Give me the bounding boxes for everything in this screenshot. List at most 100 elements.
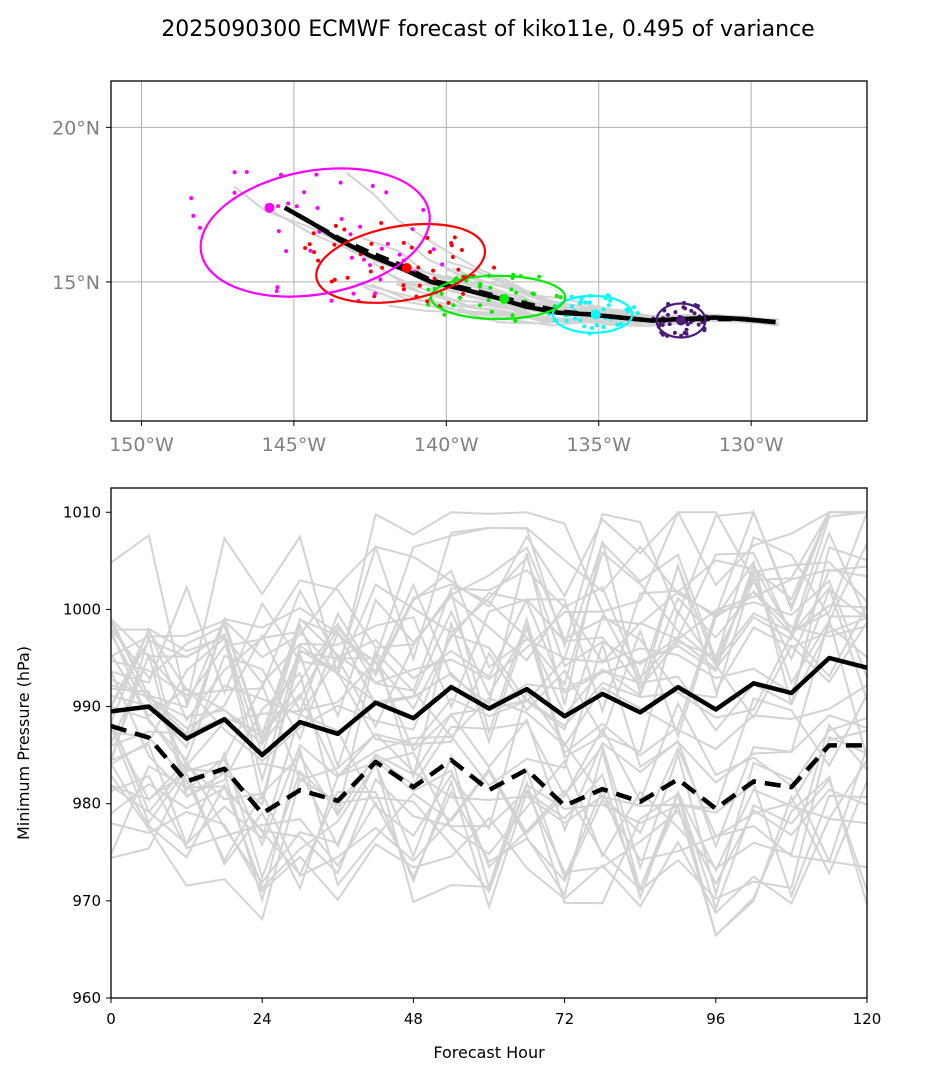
- mean-position-marker: [264, 202, 275, 213]
- ensemble-position-dot: [509, 287, 514, 292]
- mean-track-solid: [283, 205, 776, 325]
- map-tick-label-lon: 150°W: [109, 434, 174, 456]
- x-tick-label: 48: [404, 1010, 423, 1028]
- ensemble-position-dot: [275, 285, 280, 290]
- ensemble-pressure-line: [111, 510, 867, 659]
- ensemble-pressure-line: [111, 774, 867, 883]
- ensemble-position-dot: [379, 246, 384, 251]
- ensemble-position-dot: [409, 245, 414, 250]
- x-axis-label: Forecast Hour: [433, 1043, 545, 1062]
- ensemble-position-dot: [316, 258, 321, 263]
- ensemble-position-dot: [338, 180, 343, 185]
- ensemble-position-dot: [446, 300, 451, 305]
- x-tick-label: 96: [706, 1010, 725, 1028]
- ensemble-position-dot: [232, 170, 237, 175]
- ensemble-position-dot: [401, 240, 406, 245]
- map-tick-label-lon: 145°W: [262, 434, 327, 456]
- ensemble-position-dot: [530, 291, 535, 296]
- pressure-ticks: 0 24 48 72 96 120 960 970 980 990 1000 1010: [63, 503, 882, 1028]
- ensemble-position-dot: [426, 302, 431, 307]
- ensemble-position-dot: [461, 291, 465, 296]
- ensemble-position-dot: [624, 307, 629, 312]
- map-tick-label-lon: 130°W: [719, 434, 784, 456]
- uncertainty-ellipse: [199, 167, 431, 298]
- ensemble-position-dot: [450, 255, 455, 259]
- ensemble-pressure-line: [111, 774, 867, 938]
- ensemble-position-dot: [615, 322, 620, 327]
- ensemble-position-dot: [379, 221, 384, 225]
- ensemble-position-dot: [332, 277, 337, 282]
- ensemble-position-dot: [416, 265, 421, 270]
- uncertainty-ellipse: [315, 222, 487, 304]
- ensemble-position-dot: [369, 241, 374, 246]
- ensemble-position-dot: [554, 293, 559, 298]
- mean-position-marker: [401, 263, 412, 273]
- ensemble-position-dot: [276, 229, 281, 234]
- ensemble-pressure-line: [111, 511, 867, 702]
- ensemble-position-dot: [362, 257, 366, 262]
- ensemble-position-dot: [426, 287, 431, 292]
- ensemble-position-dot: [673, 310, 678, 315]
- ensemble-position-dot: [594, 323, 599, 328]
- ensemble-position-dot: [303, 246, 308, 250]
- y-tick-label: 1010: [63, 503, 101, 521]
- ensemble-position-dot: [635, 311, 640, 316]
- ensemble-position-dot: [329, 298, 334, 303]
- ensemble-position-dot: [417, 283, 422, 288]
- ensemble-position-dot: [432, 276, 437, 281]
- ensemble-position-dot: [191, 213, 196, 218]
- ensemble-position-dot: [684, 331, 689, 336]
- ensemble-position-dot: [401, 283, 406, 288]
- ensemble-position-dot: [459, 248, 464, 252]
- ensemble-position-dot: [439, 291, 444, 296]
- ensemble-position-dot: [397, 252, 402, 257]
- ensemble-position-dot: [510, 313, 515, 318]
- ensemble-pressure-line: [111, 588, 867, 763]
- mean-positions: [264, 202, 686, 326]
- ensemble-position-dot: [684, 327, 689, 332]
- ensemble-pressure-line: [111, 743, 867, 891]
- y-tick-label: 980: [72, 795, 101, 813]
- x-tick-label: 24: [253, 1010, 272, 1028]
- ensemble-position-dot: [368, 269, 373, 274]
- ensemble-positions: [189, 170, 709, 338]
- x-tick-label: 0: [106, 1010, 116, 1028]
- ensemble-position-dot: [308, 248, 313, 253]
- ensemble-position-dot: [286, 201, 291, 206]
- ensemble-position-dot: [632, 305, 637, 310]
- ensemble-position-dot: [478, 281, 483, 286]
- ensemble-position-dot: [486, 298, 491, 303]
- ensemble-position-dot: [442, 312, 447, 317]
- mean-pressure-dashed: [111, 723, 867, 816]
- ensemble-position-dot: [537, 274, 542, 279]
- track-map-panel: 150°W 145°W 140°W 135°W 130°W 15°N 20°N: [52, 80, 868, 456]
- ensemble-position-dot: [373, 291, 378, 296]
- ensemble-position-dot: [329, 279, 334, 284]
- ensemble-pressure-line: [111, 810, 867, 915]
- ensemble-position-dot: [589, 326, 594, 330]
- ensemble-position-dot: [665, 312, 670, 317]
- mean-track-dashed: [283, 205, 776, 325]
- ensemble-position-dot: [700, 320, 705, 325]
- ensemble-position-dot: [587, 300, 592, 305]
- mean-tracks: [283, 205, 776, 325]
- ensemble-position-dot: [601, 307, 606, 312]
- ensemble-position-dot: [425, 235, 430, 240]
- ensemble-position-dot: [431, 268, 436, 273]
- ensemble-position-dot: [410, 227, 415, 232]
- ensemble-position-dot: [274, 289, 279, 293]
- ensemble-position-dot: [348, 232, 353, 237]
- pressure-panel: 0 24 48 72 96 120 960 970 980 990 1000 1010 Forecas…: [14, 487, 882, 1062]
- ensemble-position-dot: [564, 318, 569, 323]
- mean-position-marker: [676, 315, 686, 326]
- mean-position-marker: [499, 293, 510, 304]
- y-axis-label: Minimum Pressure (hPa): [14, 646, 33, 840]
- ensemble-position-dot: [685, 322, 690, 327]
- ensemble-position-dot: [401, 287, 406, 292]
- x-tick-label: 120: [853, 1010, 882, 1028]
- pressure-frame: [110, 487, 868, 999]
- ensemble-position-dot: [189, 196, 194, 201]
- x-tick-label: 72: [555, 1010, 574, 1028]
